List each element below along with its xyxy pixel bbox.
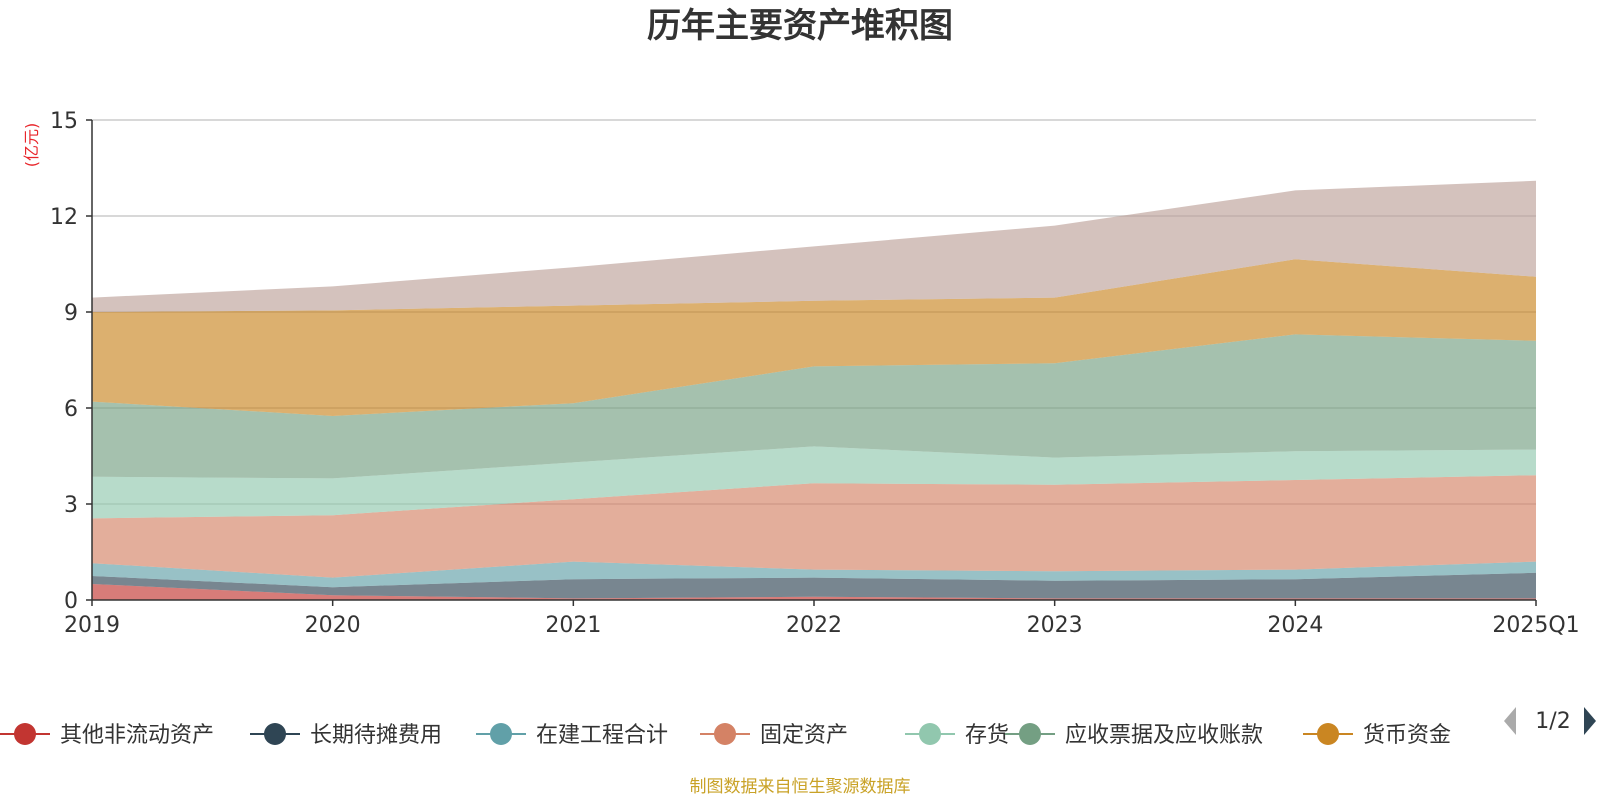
x-tick-label: 2025Q1 [1492, 613, 1579, 638]
area-series-7 [92, 180, 1536, 312]
legend-page-indicator: 1/2 [1535, 709, 1570, 734]
x-tick-label: 2024 [1267, 613, 1323, 638]
legend-label: 长期待摊费用 [310, 723, 442, 748]
chart-title: 历年主要资产堆积图 [647, 6, 953, 46]
area-series-group [92, 180, 1536, 600]
legend-item[interactable]: 在建工程合计 [476, 723, 668, 748]
area-series-3 [92, 475, 1536, 578]
legend-marker-icon [1317, 723, 1339, 745]
legend-item[interactable]: 固定资产 [700, 723, 848, 748]
y-tick-label: 15 [50, 109, 78, 134]
legend-marker-icon [490, 723, 512, 745]
y-tick-label: 9 [64, 301, 78, 326]
legend-marker-icon [1019, 723, 1041, 745]
y-tick-label: 12 [50, 205, 78, 230]
legend-prev-page-icon[interactable] [1504, 707, 1516, 735]
legend-marker-icon [919, 723, 941, 745]
legend-marker-icon [264, 723, 286, 745]
legend-item[interactable]: 货币资金 [1303, 723, 1451, 748]
legend-label: 其他非流动资产 [60, 723, 214, 748]
y-tick-labels: 0 3 6 9 12 15 [50, 109, 92, 614]
y-tick-label: 6 [64, 397, 78, 422]
y-tick-label: 0 [64, 589, 78, 614]
area-series-2 [92, 561, 1536, 588]
legend-pager: 1/2 [1504, 707, 1596, 735]
area-series-1 [92, 572, 1536, 599]
y-axis-unit-label: (亿元) [22, 123, 41, 168]
x-tick-label: 2020 [305, 613, 361, 638]
legend: 其他非流动资产 长期待摊费用 在建工程合计 固定资产 存货 应收票据及应收账款 货币资金 [0, 723, 1451, 748]
legend-label: 应收票据及应收账款 [1065, 723, 1263, 748]
legend-label: 固定资产 [760, 723, 848, 748]
legend-item[interactable]: 存货 [905, 723, 1009, 748]
x-tick-label: 2023 [1027, 613, 1083, 638]
y-tick-label: 3 [64, 493, 78, 518]
legend-item[interactable]: 其他非流动资产 [0, 723, 214, 748]
area-series-5 [92, 334, 1536, 479]
area-series-6 [92, 259, 1536, 416]
source-note: 制图数据来自恒生聚源数据库 [690, 777, 911, 797]
x-tick-label: 2019 [64, 613, 120, 638]
legend-marker-icon [14, 723, 36, 745]
x-tick-label: 2021 [545, 613, 601, 638]
legend-item[interactable]: 长期待摊费用 [250, 723, 442, 748]
x-tick-labels: 2019 2020 2021 2022 2023 2024 2025Q1 [64, 600, 1580, 638]
legend-label: 存货 [965, 723, 1009, 748]
legend-next-page-icon[interactable] [1584, 707, 1596, 735]
legend-marker-icon [714, 723, 736, 745]
x-tick-label: 2022 [786, 613, 842, 638]
legend-item[interactable]: 应收票据及应收账款 [1005, 723, 1263, 748]
area-series-4 [92, 446, 1536, 519]
legend-label: 货币资金 [1363, 723, 1451, 748]
legend-label: 在建工程合计 [536, 723, 668, 748]
